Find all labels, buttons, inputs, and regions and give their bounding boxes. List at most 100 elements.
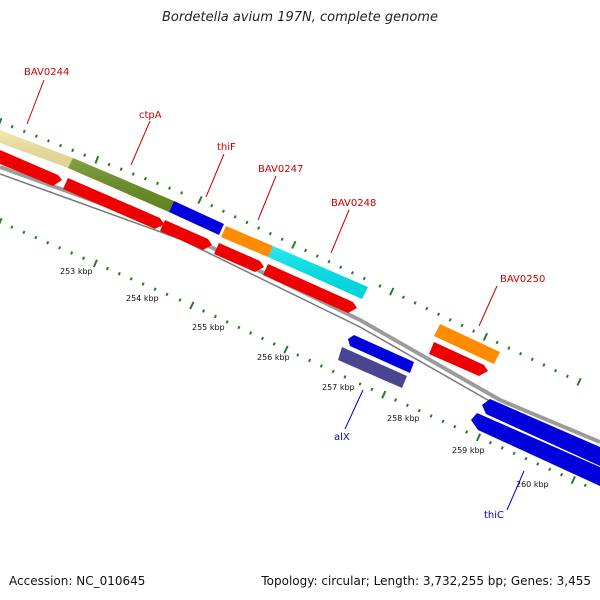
minor-tick xyxy=(70,251,74,255)
minor-tick xyxy=(548,467,552,472)
cds-4[interactable] xyxy=(214,243,264,272)
minor-tick xyxy=(46,240,50,245)
gene-label-thiF[interactable]: thiF xyxy=(217,142,236,153)
minor-tick xyxy=(453,424,457,429)
minor-tick xyxy=(413,301,417,305)
major-tick xyxy=(381,390,387,399)
minor-tick xyxy=(34,235,38,240)
minus-cds-1[interactable] xyxy=(338,347,407,388)
major-tick xyxy=(291,240,297,249)
minor-tick xyxy=(129,277,133,281)
minor-tick xyxy=(405,403,409,408)
gene-label-BAV0248[interactable]: BAV0248 xyxy=(331,198,376,209)
kbp-label: 256 kbp xyxy=(257,353,290,362)
cds-1[interactable] xyxy=(0,150,62,186)
major-tick xyxy=(475,433,482,442)
map-title: Bordetella avium 197N, complete genome xyxy=(162,10,438,25)
minor-tick xyxy=(536,462,540,466)
minor-tick xyxy=(46,139,50,143)
minor-tick xyxy=(378,284,382,288)
major-tick xyxy=(389,287,395,296)
minor-tick xyxy=(465,430,469,434)
minor-tick xyxy=(58,246,62,250)
minor-tick xyxy=(155,181,159,186)
minor-tick xyxy=(331,369,335,374)
minor-tick xyxy=(401,295,406,300)
minor-tick xyxy=(583,483,587,488)
minor-tick xyxy=(10,124,14,129)
minor-tick xyxy=(429,414,433,418)
minor-tick xyxy=(488,440,492,445)
kbp-label: 259 kbp xyxy=(452,446,485,455)
minor-tick xyxy=(393,398,398,402)
kbp-label: 255 kbp xyxy=(192,323,225,332)
minor-tick xyxy=(143,176,147,181)
gene-thiF[interactable] xyxy=(169,201,224,235)
minor-tick xyxy=(339,265,343,270)
minor-tick xyxy=(358,382,362,386)
cds-5[interactable] xyxy=(263,264,357,313)
cds-track-plus xyxy=(0,150,488,376)
gene-labels: BAV0244 ctpA thiF BAV0247 BAV0248 BAV025… xyxy=(24,67,545,521)
major-tick xyxy=(197,195,203,205)
minor-tick xyxy=(245,220,249,225)
gene-label-thiC[interactable]: thiC xyxy=(484,510,504,521)
minor-tick xyxy=(362,276,366,281)
minor-tick xyxy=(131,172,135,176)
major-tick xyxy=(92,259,98,268)
gene-label-alX[interactable]: alX xyxy=(334,432,350,443)
cds-2[interactable] xyxy=(63,178,164,229)
minor-tick xyxy=(518,351,523,356)
minor-tick xyxy=(117,271,121,276)
minus-strand-track xyxy=(338,335,600,486)
gene-BAV0250[interactable] xyxy=(434,324,500,364)
minor-tick xyxy=(165,292,169,297)
minor-tick xyxy=(249,331,253,335)
kbp-label: 254 kbp xyxy=(126,294,159,303)
minor-tick xyxy=(107,162,111,167)
minor-tick xyxy=(180,191,184,195)
thiC-cds[interactable] xyxy=(471,413,600,486)
minor-tick xyxy=(565,374,569,379)
minus-gene-1[interactable] xyxy=(348,335,414,373)
kbp-label: 257 kbp xyxy=(322,383,355,392)
minor-tick xyxy=(303,248,308,253)
minor-tick xyxy=(10,225,14,229)
minor-tick xyxy=(315,254,319,258)
minor-tick xyxy=(105,266,109,271)
minor-tick xyxy=(441,419,445,424)
minor-tick xyxy=(559,472,564,477)
major-tick xyxy=(570,475,576,485)
kbp-label: 258 kbp xyxy=(387,414,420,423)
minor-tick xyxy=(319,364,323,368)
minor-tick xyxy=(370,387,374,392)
cds-6[interactable] xyxy=(429,342,488,376)
minor-tick xyxy=(343,375,347,379)
minor-tick xyxy=(34,134,38,138)
minor-tick xyxy=(81,256,86,260)
gene-label-BAV0244[interactable]: BAV0244 xyxy=(24,67,69,78)
minor-tick xyxy=(119,167,123,171)
gene-label-BAV0247[interactable]: BAV0247 xyxy=(258,164,303,175)
minor-tick xyxy=(210,203,214,208)
minor-tick xyxy=(22,129,26,134)
major-tick xyxy=(283,345,289,354)
minor-tick xyxy=(280,237,284,242)
gene-BAV0247[interactable] xyxy=(221,226,273,257)
minor-tick xyxy=(168,186,172,190)
gene-label-ctpA[interactable]: ctpA xyxy=(139,110,162,121)
minor-tick xyxy=(83,153,87,157)
minor-tick xyxy=(507,346,511,350)
minor-tick xyxy=(213,314,217,319)
minor-tick xyxy=(201,309,206,313)
gene-thiC[interactable] xyxy=(482,399,600,466)
gene-label-BAV0250[interactable]: BAV0250 xyxy=(500,274,545,285)
minor-tick xyxy=(225,320,229,324)
cds-3[interactable] xyxy=(160,220,212,250)
accession-text: Accession: NC_010645 xyxy=(9,574,146,588)
minor-tick xyxy=(530,357,534,362)
minor-tick xyxy=(448,318,452,322)
minor-tick xyxy=(436,312,441,317)
minor-tick xyxy=(59,143,63,148)
